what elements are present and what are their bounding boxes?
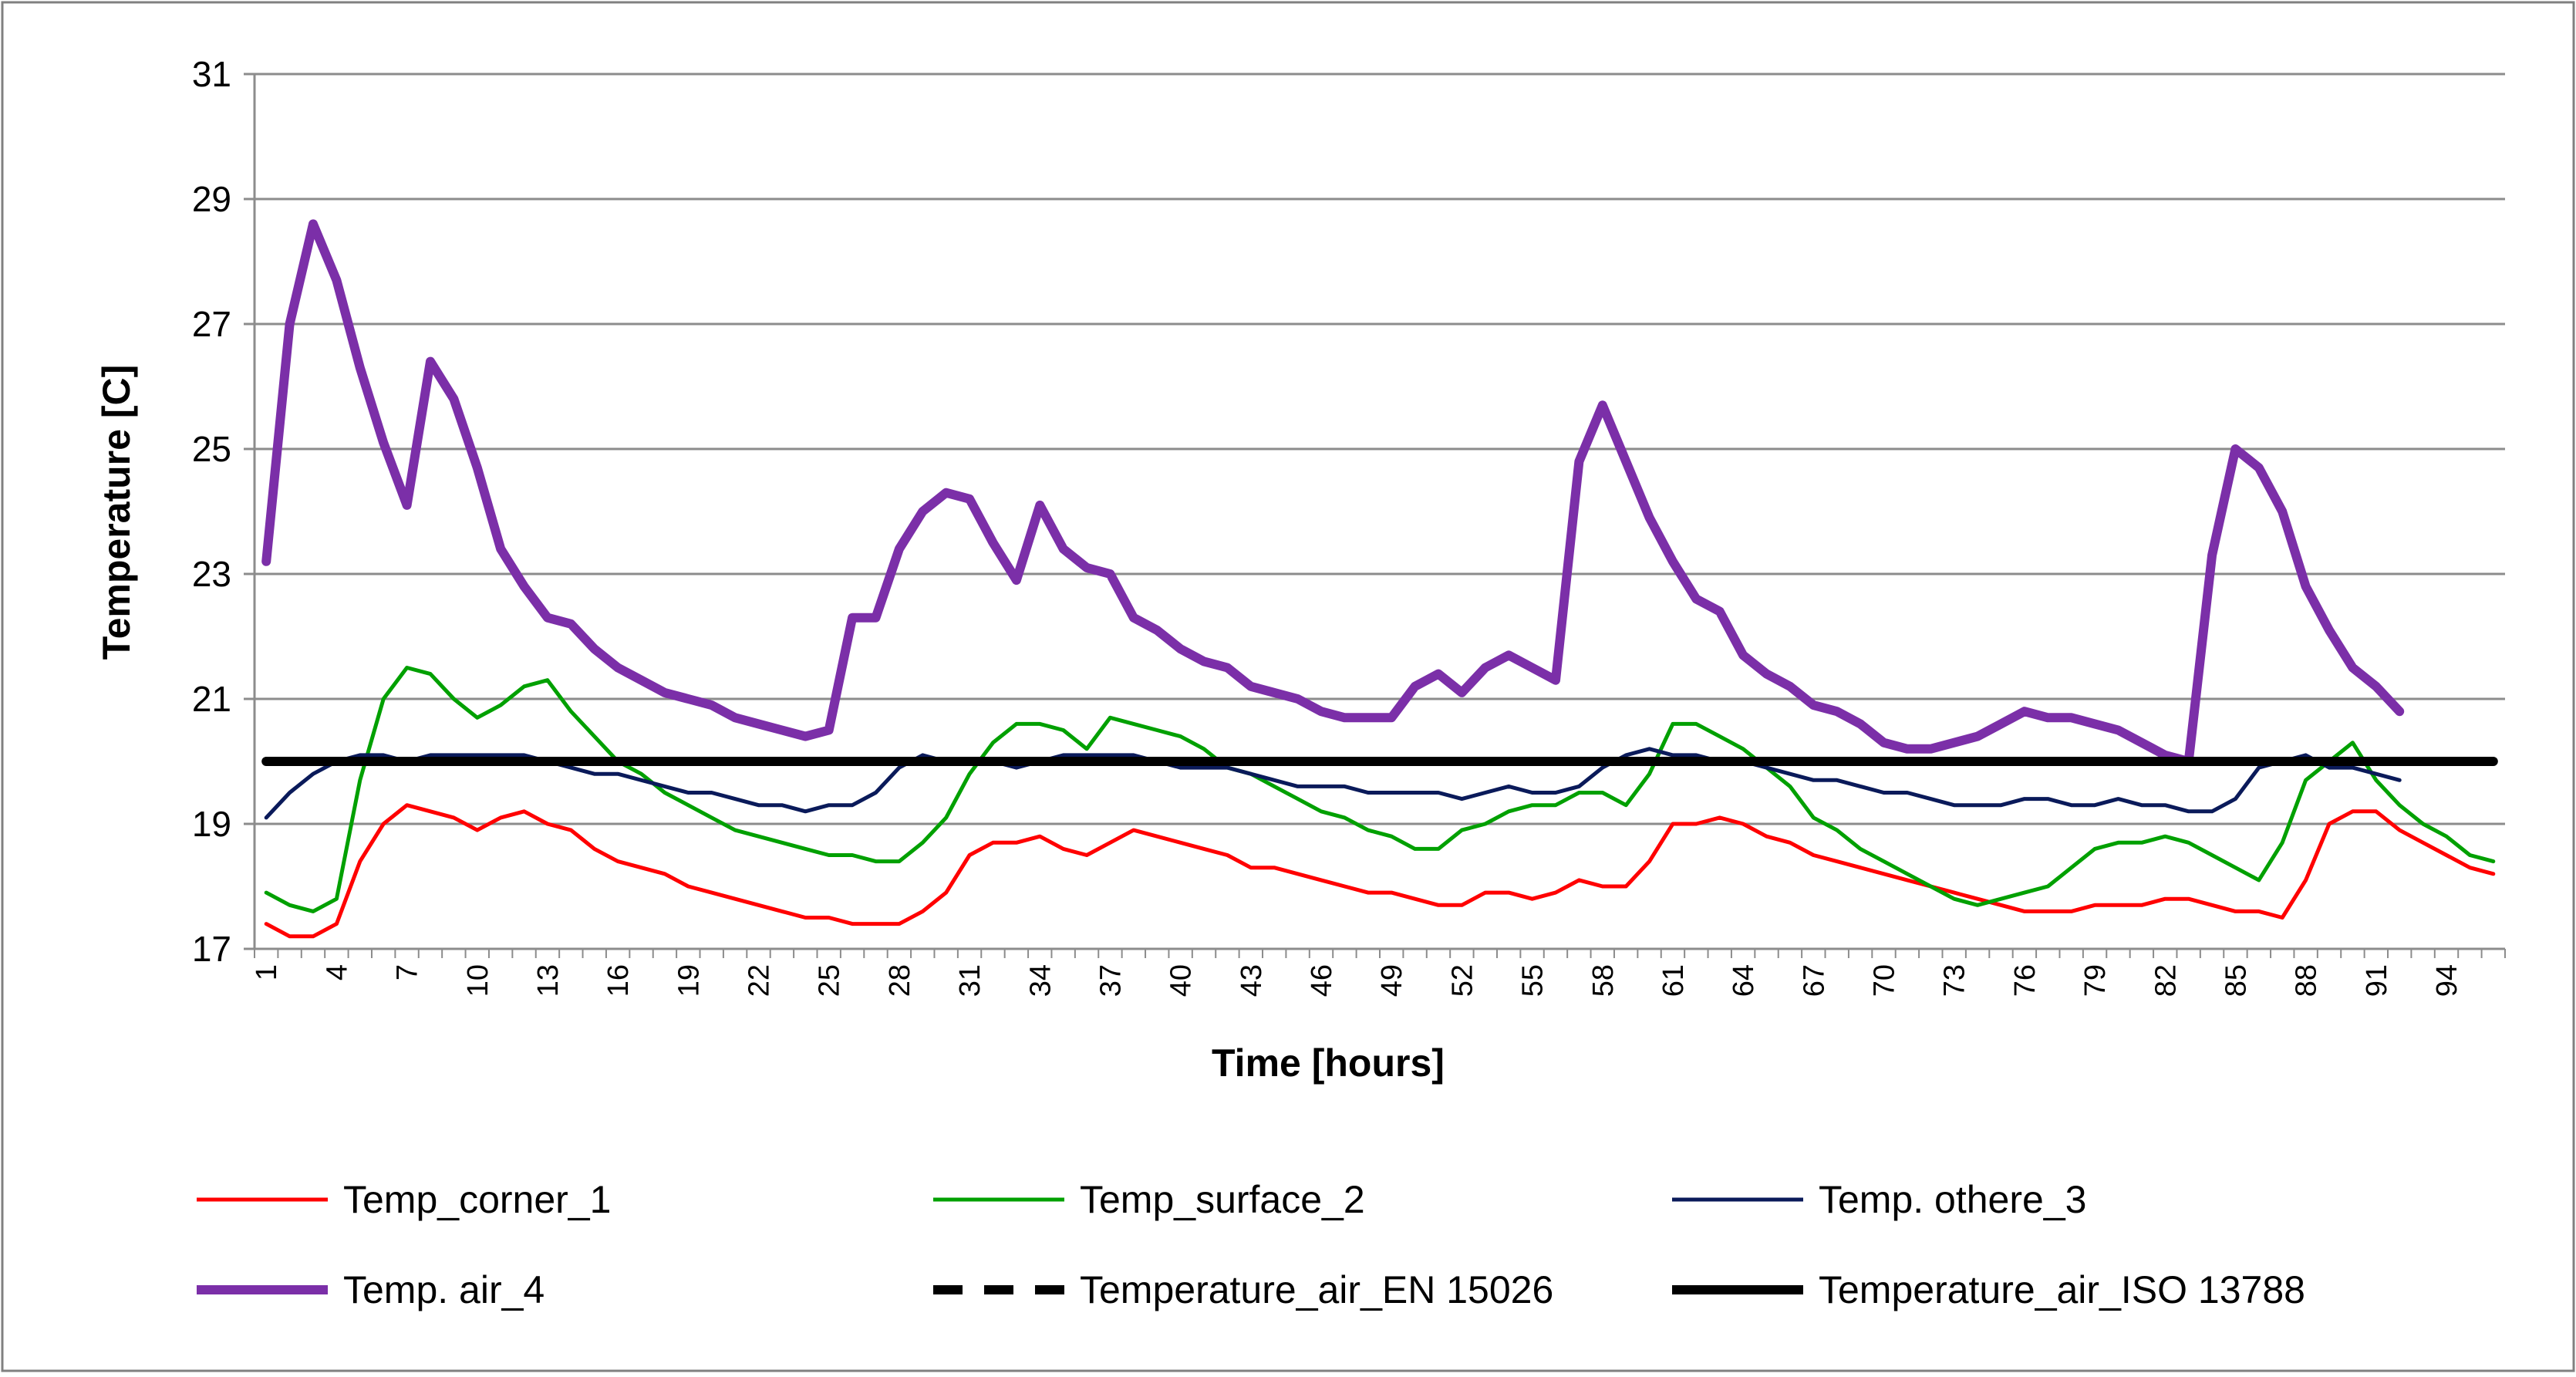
series-line-4 bbox=[261, 219, 2405, 766]
x-tick-label-70: 70 bbox=[1869, 964, 1901, 997]
x-tick-label-1: 1 bbox=[251, 964, 283, 980]
x-tick-label-4: 4 bbox=[321, 964, 353, 980]
series-line-3 bbox=[264, 747, 2402, 820]
x-tick-label-34: 34 bbox=[1024, 964, 1057, 997]
y-tick-label-25: 25 bbox=[192, 429, 231, 469]
x-tick-label-91: 91 bbox=[2361, 964, 2393, 997]
x-tick-label-64: 64 bbox=[1728, 964, 1760, 997]
y-tick-label-31: 31 bbox=[192, 54, 231, 94]
x-tick-label-73: 73 bbox=[1939, 964, 1971, 997]
y-tick-label-23: 23 bbox=[192, 554, 231, 594]
x-tick-label-61: 61 bbox=[1657, 964, 1690, 997]
y-tick-label-19: 19 bbox=[192, 804, 231, 844]
y-tick-label-29: 29 bbox=[192, 179, 231, 219]
gridlines bbox=[255, 73, 2505, 825]
x-tick-label-52: 52 bbox=[1446, 964, 1479, 997]
legend-label-6: Temperature_air_ISO 13788 bbox=[1819, 1268, 2305, 1311]
x-tick-label-13: 13 bbox=[532, 964, 565, 997]
x-tick-label-67: 67 bbox=[1798, 964, 1830, 997]
y-tick-label-17: 17 bbox=[192, 929, 231, 969]
x-tick-label-7: 7 bbox=[392, 964, 424, 980]
x-axis-title: Time [hours] bbox=[1212, 1041, 1445, 1085]
x-tick-label-43: 43 bbox=[1236, 964, 1268, 997]
legend-label-1: Temp_corner_1 bbox=[343, 1178, 611, 1221]
y-axis-ticks: 17 19 21 23 25 27 29 31 bbox=[192, 54, 231, 969]
x-tick-label-85: 85 bbox=[2220, 964, 2252, 997]
x-tick-label-76: 76 bbox=[2009, 964, 2042, 997]
x-tick-label-49: 49 bbox=[1376, 964, 1408, 997]
x-tick-label-79: 79 bbox=[2079, 964, 2112, 997]
x-tick-label-55: 55 bbox=[1517, 964, 1549, 997]
legend-label-3: Temp. othere_3 bbox=[1819, 1178, 2086, 1221]
legend: Temp_corner_1 Temp_surface_2 Temp. othere_… bbox=[197, 1178, 2305, 1311]
y-tick-label-27: 27 bbox=[192, 304, 231, 344]
x-tick-label-94: 94 bbox=[2431, 964, 2463, 997]
series-line-2 bbox=[264, 666, 2496, 913]
plot-area bbox=[261, 219, 2498, 939]
x-tick-label-82: 82 bbox=[2149, 964, 2182, 997]
x-tick-label-88: 88 bbox=[2291, 964, 2323, 997]
x-tick-label-31: 31 bbox=[954, 964, 986, 997]
x-tick-label-16: 16 bbox=[602, 964, 635, 997]
legend-label-4: Temp. air_4 bbox=[343, 1268, 545, 1311]
x-tick-label-10: 10 bbox=[462, 964, 494, 997]
x-tick-label-46: 46 bbox=[1306, 964, 1338, 997]
axes bbox=[244, 73, 2506, 958]
legend-label-5: Temperature_air_EN 15026 bbox=[1080, 1268, 1553, 1311]
x-tick-label-25: 25 bbox=[814, 964, 846, 997]
x-tick-label-40: 40 bbox=[1165, 964, 1198, 997]
x-tick-label-22: 22 bbox=[743, 964, 776, 997]
series-line-1 bbox=[264, 803, 2496, 939]
y-axis-title: Temperature [C] bbox=[95, 365, 138, 660]
x-axis-ticks: 1 4 7 10 13 16 19 22 25 28 31 34 37 40 43 46 49 52 55 58 61 6… bbox=[251, 964, 2463, 997]
x-tick-label-28: 28 bbox=[884, 964, 916, 997]
y-tick-label-21: 21 bbox=[192, 679, 231, 719]
x-tick-label-37: 37 bbox=[1094, 964, 1127, 997]
legend-label-2: Temp_surface_2 bbox=[1080, 1178, 1365, 1221]
x-tick-label-58: 58 bbox=[1587, 964, 1620, 997]
x-tick-label-19: 19 bbox=[673, 964, 705, 997]
